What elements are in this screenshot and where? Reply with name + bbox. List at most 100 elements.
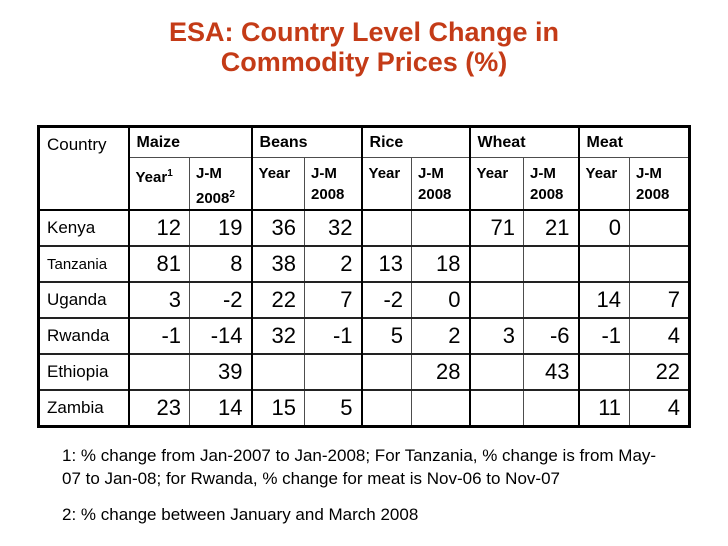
data-cell: -2 [188, 281, 253, 318]
data-cell [468, 281, 525, 318]
country-cell: Tanzania [38, 245, 129, 282]
table-row-kenya: Kenya 12 19 36 32 71 21 0 [38, 209, 691, 246]
footnote-2: 2: % change between January and March 20… [62, 505, 419, 524]
data-cell: 18 [411, 245, 471, 282]
group-header-beans: Beans [250, 126, 363, 158]
group-header-maize: Maize [127, 126, 253, 158]
data-cell: 3 [468, 317, 525, 354]
data-cell: 4 [629, 389, 691, 426]
sub-header-row: Year1 J-M 20082 Year J-M 2008 Year J-M 2008… [39, 157, 691, 210]
footnote-1: 1: % change from Jan-2007 to Jan-2008; F… [62, 446, 657, 488]
country-cell: Uganda [38, 281, 129, 318]
data-cell: 0 [577, 209, 631, 246]
page-title-line-1: ESA: Country Level Change in [168, 17, 560, 47]
data-cell [360, 389, 413, 426]
data-cell: 81 [127, 245, 190, 282]
data-cell [360, 353, 413, 390]
subheader-beans-jm: J-M 2008 [304, 157, 363, 210]
page-title: ESA: Country Level Change in Commodity P… [0, 17, 728, 77]
data-cell: 32 [250, 317, 306, 354]
data-cell: 7 [629, 281, 691, 318]
data-cell: -1 [304, 317, 363, 354]
table-wrapper: Country Maize Beans Rice Wheat Meat Year… [37, 125, 692, 428]
subheader-maize-year: Year1 [127, 157, 190, 210]
data-cell: 14 [188, 389, 253, 426]
data-cell: 13 [360, 245, 413, 282]
data-cell [523, 389, 580, 426]
data-cell: 7 [304, 281, 363, 318]
data-cell: 21 [523, 209, 580, 246]
data-cell [304, 353, 363, 390]
data-cell [577, 353, 631, 390]
data-cell [411, 209, 471, 246]
data-cell: 15 [250, 389, 306, 426]
commodity-price-table: Country Maize Beans Rice Wheat Meat Year… [37, 125, 692, 428]
data-cell: 2 [304, 245, 363, 282]
group-header-meat: Meat [577, 126, 691, 158]
data-cell: 5 [304, 389, 363, 426]
subheader-meat-year: Year [577, 157, 631, 210]
data-cell: 12 [127, 209, 190, 246]
data-cell [127, 353, 190, 390]
subheader-wheat-jm: J-M 2008 [523, 157, 580, 210]
footnote-marker-2: 2 [229, 189, 235, 200]
data-cell [468, 245, 525, 282]
table-row-rwanda: Rwanda -1 -14 32 -1 5 2 3 -6 -1 4 [38, 317, 691, 354]
data-cell: -6 [523, 317, 580, 354]
data-cell [629, 209, 691, 246]
data-cell: 32 [304, 209, 363, 246]
data-cell: -2 [360, 281, 413, 318]
subheader-maize-jm: J-M 20082 [188, 157, 253, 210]
data-cell [468, 353, 525, 390]
data-cell: -14 [188, 317, 253, 354]
footnote-marker-1: 1 [167, 168, 173, 179]
data-cell: 43 [523, 353, 580, 390]
data-cell: 8 [188, 245, 253, 282]
subheader-rice-year: Year [360, 157, 413, 210]
group-header-wheat: Wheat [468, 126, 580, 158]
data-cell: -1 [127, 317, 190, 354]
data-cell [250, 353, 306, 390]
table-row-ethiopia: Ethiopia 39 28 43 22 [38, 353, 691, 390]
data-cell [468, 389, 525, 426]
group-header-rice: Rice [360, 126, 471, 158]
data-cell: 14 [577, 281, 631, 318]
data-cell: 5 [360, 317, 413, 354]
table-row-zambia: Zambia 23 14 15 5 11 4 [38, 389, 691, 426]
footnotes: 1: % change from Jan-2007 to Jan-2008; F… [62, 444, 662, 526]
data-cell: -1 [577, 317, 631, 354]
subheader-rice-jm: J-M 2008 [411, 157, 471, 210]
data-cell [360, 209, 413, 246]
subheader-beans-year: Year [250, 157, 306, 210]
group-header-row: Country Maize Beans Rice Wheat Meat [38, 126, 691, 210]
country-cell: Kenya [38, 209, 129, 246]
data-cell [523, 281, 580, 318]
table-row-uganda: Uganda 3 -2 22 7 -2 0 14 7 [38, 281, 691, 318]
country-cell: Ethiopia [38, 353, 129, 390]
table-row-tanzania: Tanzania 81 8 38 2 13 18 [38, 245, 691, 282]
data-cell: 36 [250, 209, 306, 246]
data-cell: 28 [411, 353, 471, 390]
data-cell: 19 [188, 209, 253, 246]
data-cell: 23 [127, 389, 190, 426]
data-cell [411, 389, 471, 426]
country-cell: Zambia [38, 389, 129, 426]
country-cell: Rwanda [38, 317, 129, 354]
page-title-line-2: Commodity Prices (%) [220, 47, 508, 77]
subheader-wheat-year: Year [468, 157, 525, 210]
data-cell: 0 [411, 281, 471, 318]
data-cell [577, 245, 631, 282]
data-cell: 38 [250, 245, 306, 282]
data-cell: 2 [411, 317, 471, 354]
data-cell: 22 [250, 281, 306, 318]
data-cell: 71 [468, 209, 525, 246]
data-cell: 22 [629, 353, 691, 390]
data-cell [523, 245, 580, 282]
data-cell [629, 245, 691, 282]
data-cell: 3 [127, 281, 190, 318]
data-cell: 4 [629, 317, 691, 354]
corner-header-country: Country [38, 126, 130, 210]
subheader-meat-jm: J-M 2008 [629, 157, 691, 210]
data-cell: 11 [577, 389, 631, 426]
